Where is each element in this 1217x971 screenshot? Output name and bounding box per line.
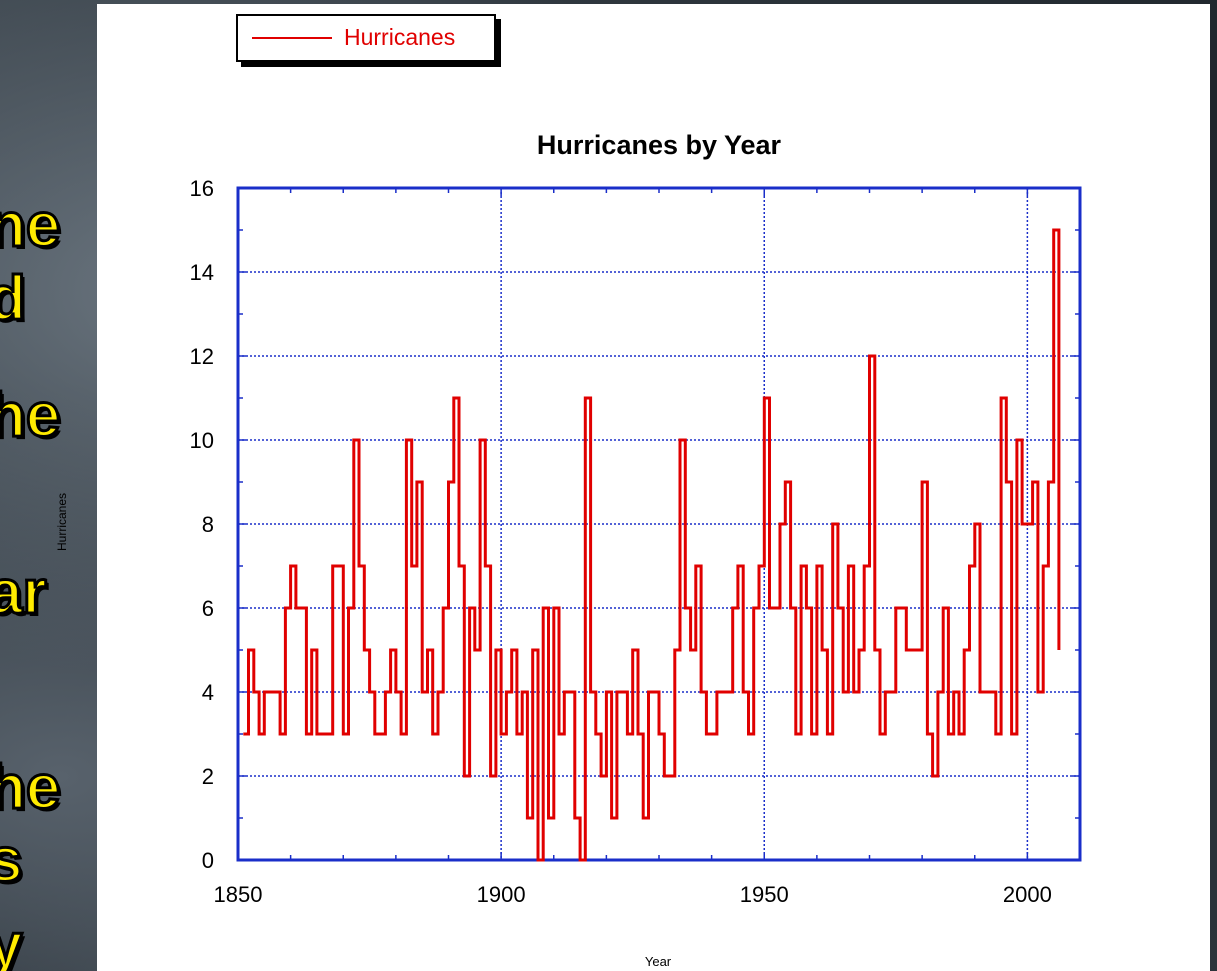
legend-swatch-line [252,37,332,39]
y-tick-label: 6 [202,596,214,621]
chart-title: Hurricanes by Year [537,130,782,160]
y-tick-label: 2 [202,764,214,789]
y-tick-label: 12 [190,344,214,369]
legend: Hurricanes [236,14,496,62]
y-tick-label: 8 [202,512,214,537]
side-text-2: d [0,264,27,333]
y-tick-label: 4 [202,680,214,705]
y-tick-label: 0 [202,848,214,873]
side-text-1: ne [0,191,62,260]
side-text-4: ar [0,558,48,627]
y-axis-label: Hurricanes [55,493,69,551]
series-layer [243,228,1061,862]
y-tick-label: 10 [190,428,214,453]
chart-panel [97,4,1210,971]
y-tick-label: 14 [190,260,214,285]
side-text-7: y [0,911,24,971]
x-tick-label: 1850 [214,882,263,907]
grid [238,188,1080,860]
legend-label: Hurricanes [344,24,456,50]
axes [236,186,1082,862]
x-tick-label: 1900 [477,882,526,907]
side-text-6: s [0,826,24,895]
x-axis-label: Year [645,954,672,969]
chart-text: 0 2 4 6 8 10 12 14 16 1850 1900 1950 2000 Hurricanes … [55,130,1052,969]
x-tick-label: 2000 [1003,882,1052,907]
side-text-5: he [0,753,62,822]
x-tick-label: 1950 [740,882,789,907]
side-text-3: he [0,381,62,450]
y-tick-label: 16 [190,176,214,201]
series-line-hurricanes [243,228,1061,862]
